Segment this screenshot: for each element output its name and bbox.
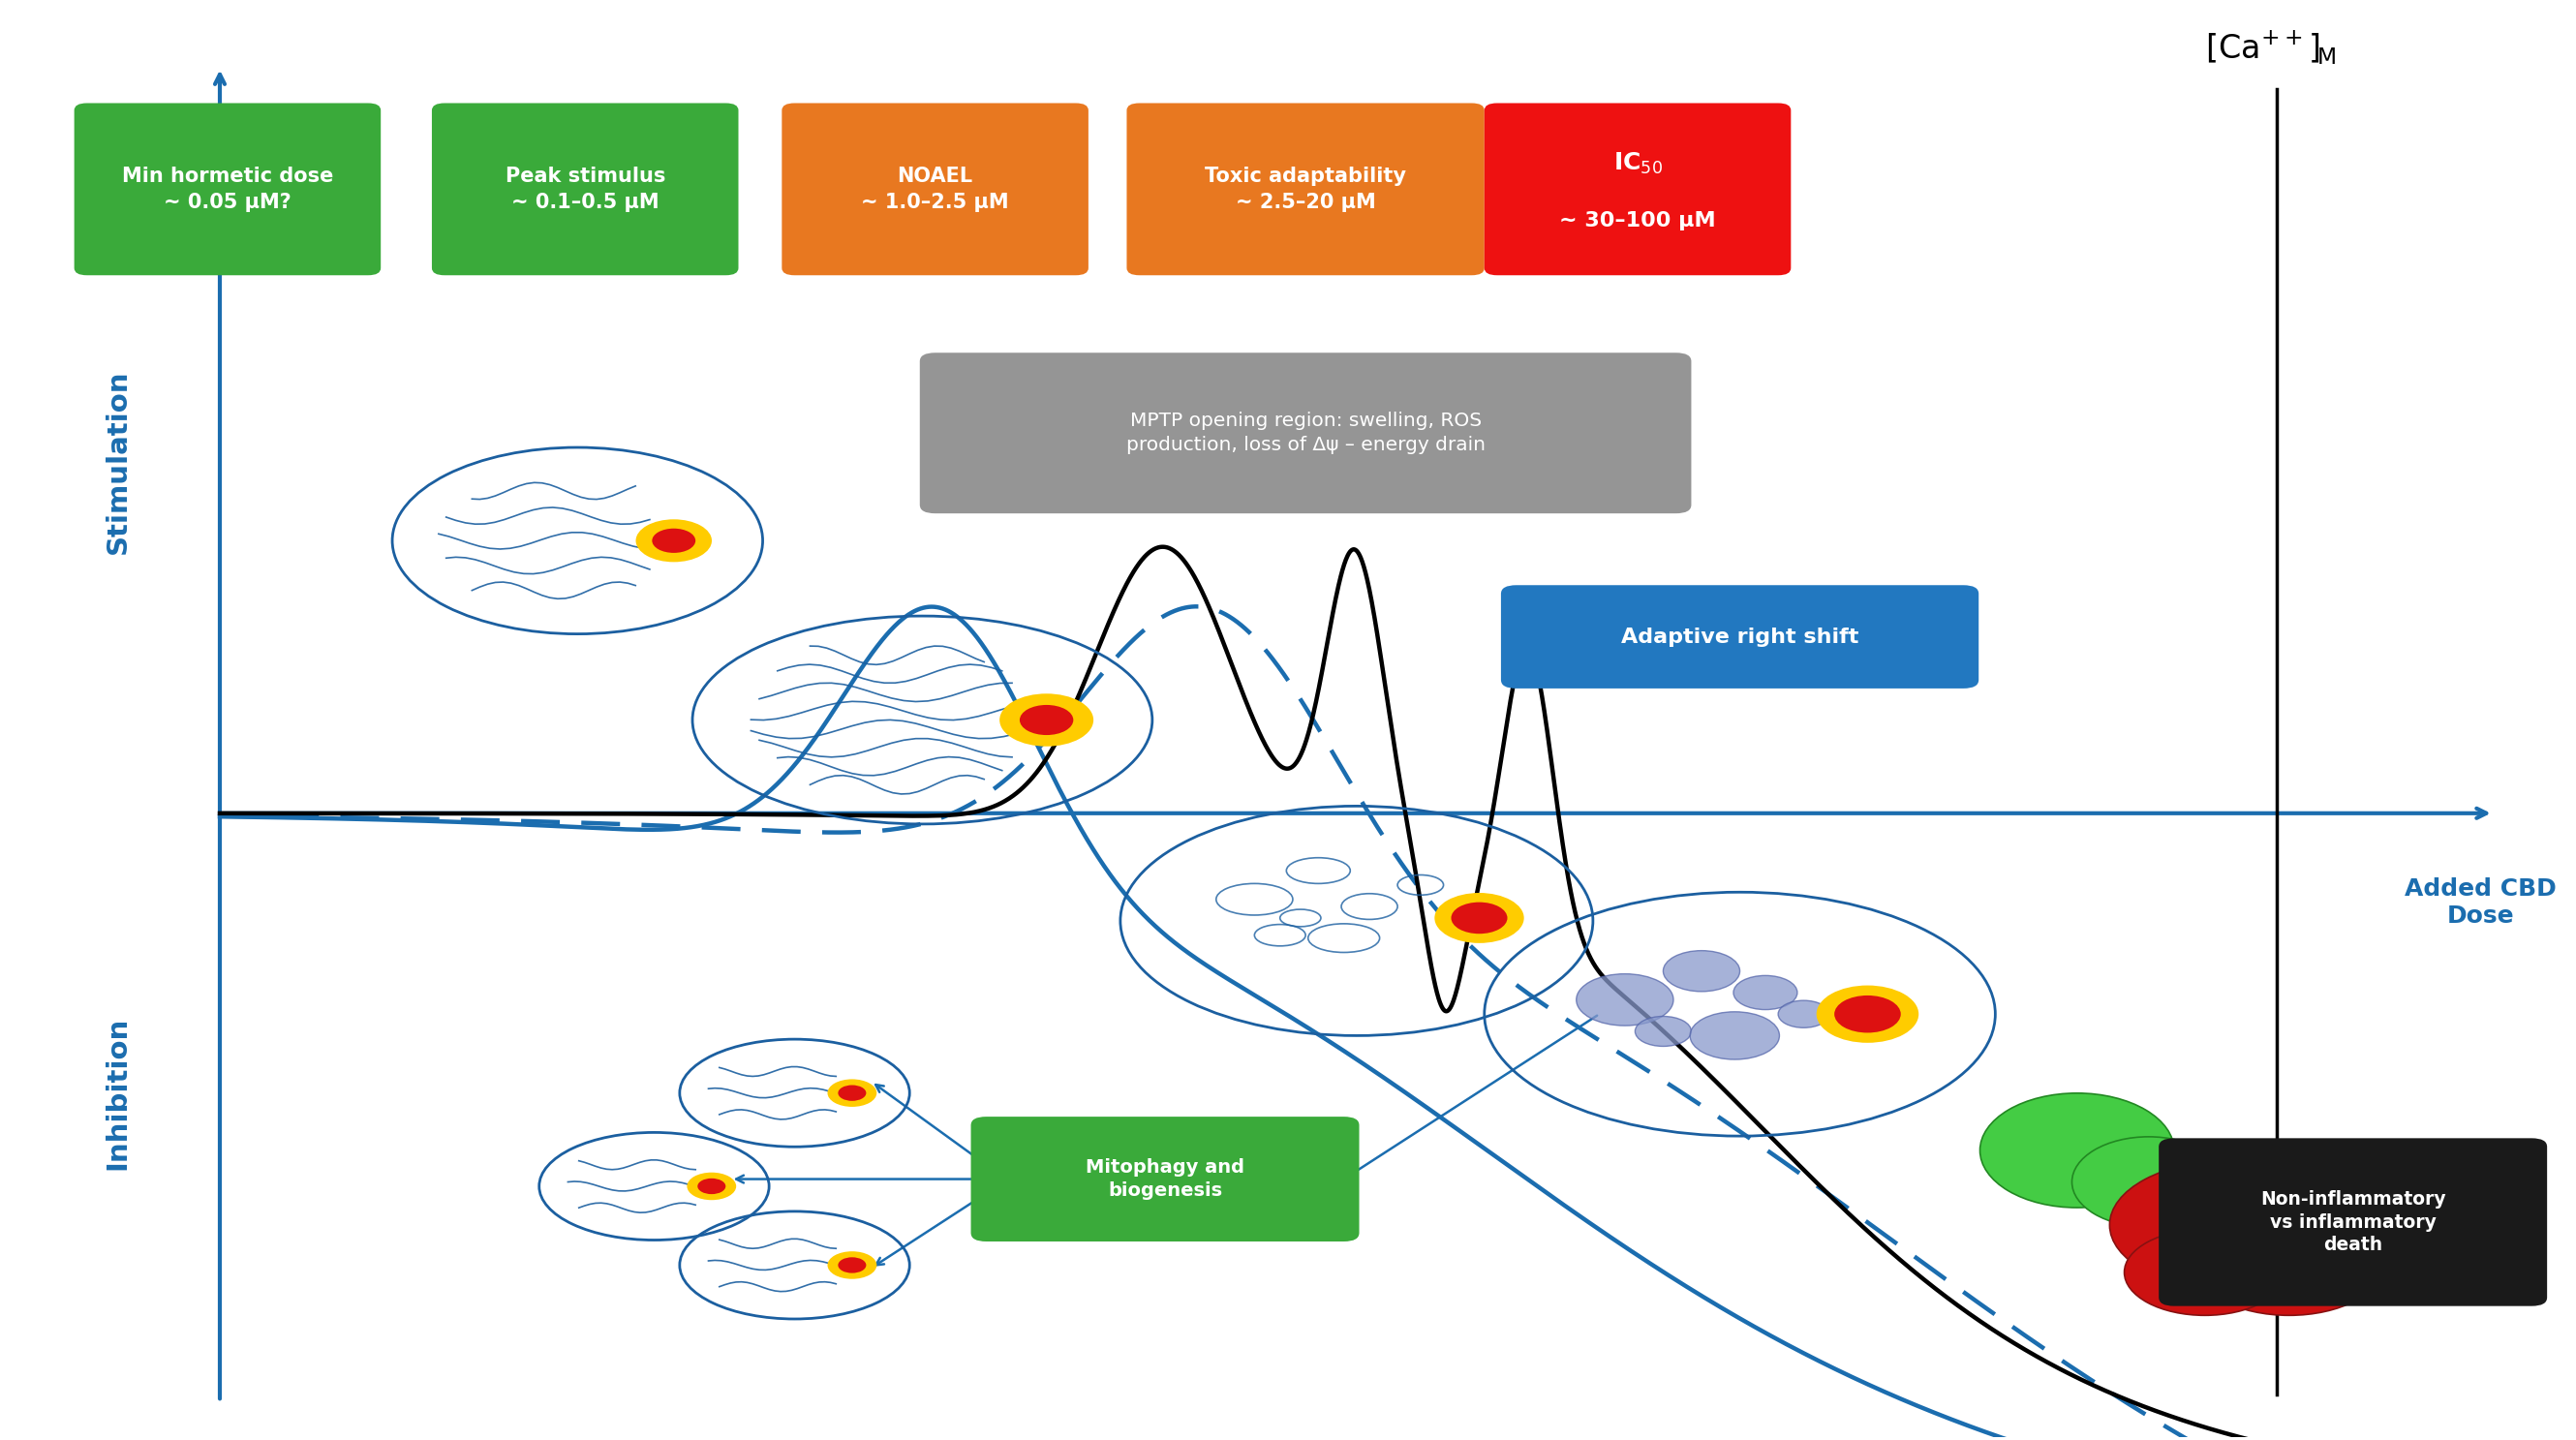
- Text: Inhibition: Inhibition: [103, 1017, 131, 1169]
- Text: Min hormetic dose
~ 0.05 μM?: Min hormetic dose ~ 0.05 μM?: [121, 167, 332, 212]
- Ellipse shape: [2110, 1161, 2352, 1290]
- Text: MPTP opening region: swelling, ROS
production, loss of Δψ – energy drain: MPTP opening region: swelling, ROS produ…: [1126, 412, 1486, 455]
- Text: Toxic adaptability
~ 2.5–20 μM: Toxic adaptability ~ 2.5–20 μM: [1206, 167, 1406, 212]
- FancyBboxPatch shape: [1502, 585, 1978, 688]
- Ellipse shape: [1664, 950, 1739, 992]
- Ellipse shape: [1734, 975, 1798, 1009]
- Ellipse shape: [1636, 1017, 1692, 1047]
- FancyBboxPatch shape: [1484, 104, 1790, 275]
- Text: ~ 30–100 μM: ~ 30–100 μM: [1558, 212, 1716, 230]
- Ellipse shape: [1020, 706, 1074, 734]
- Ellipse shape: [1577, 973, 1674, 1025]
- Ellipse shape: [688, 1172, 737, 1200]
- Text: NOAEL
~ 1.0–2.5 μM: NOAEL ~ 1.0–2.5 μM: [860, 167, 1010, 212]
- FancyBboxPatch shape: [783, 104, 1090, 275]
- Text: Non-inflammatory
vs inflammatory
death: Non-inflammatory vs inflammatory death: [2259, 1191, 2445, 1254]
- Text: Peak stimulus
~ 0.1–0.5 μM: Peak stimulus ~ 0.1–0.5 μM: [505, 167, 665, 212]
- Ellipse shape: [837, 1086, 866, 1102]
- Ellipse shape: [837, 1257, 866, 1273]
- Text: $\left[\mathrm{Ca}^{++}\right]_{\!\mathrm{M}}$: $\left[\mathrm{Ca}^{++}\right]_{\!\mathr…: [2205, 30, 2336, 68]
- Ellipse shape: [2071, 1107, 2148, 1151]
- Ellipse shape: [1435, 893, 1525, 943]
- Ellipse shape: [1981, 1093, 2174, 1208]
- Ellipse shape: [2058, 1156, 2128, 1195]
- Text: Adaptive right shift: Adaptive right shift: [1620, 626, 1860, 647]
- FancyBboxPatch shape: [75, 104, 381, 275]
- Ellipse shape: [698, 1178, 726, 1194]
- Ellipse shape: [2071, 1136, 2226, 1227]
- FancyBboxPatch shape: [433, 104, 739, 275]
- Ellipse shape: [1450, 903, 1507, 933]
- Ellipse shape: [636, 520, 711, 562]
- Ellipse shape: [827, 1251, 876, 1279]
- FancyBboxPatch shape: [971, 1116, 1360, 1241]
- Ellipse shape: [1690, 1012, 1780, 1060]
- Text: Mitophagy and
biogenesis: Mitophagy and biogenesis: [1084, 1159, 1244, 1200]
- Ellipse shape: [999, 694, 1092, 746]
- Text: IC$_{50}$: IC$_{50}$: [1613, 151, 1662, 176]
- Ellipse shape: [2125, 1230, 2285, 1315]
- FancyBboxPatch shape: [1126, 104, 1484, 275]
- Ellipse shape: [1834, 995, 1901, 1032]
- FancyBboxPatch shape: [2159, 1138, 2548, 1306]
- Ellipse shape: [1777, 1001, 1829, 1028]
- Ellipse shape: [2195, 1215, 2383, 1315]
- Text: Stimulation: Stimulation: [103, 370, 131, 554]
- FancyBboxPatch shape: [920, 353, 1692, 514]
- Ellipse shape: [1816, 985, 1919, 1043]
- Text: Added CBD
Dose: Added CBD Dose: [2406, 878, 2555, 927]
- Ellipse shape: [827, 1079, 876, 1107]
- Ellipse shape: [652, 528, 696, 553]
